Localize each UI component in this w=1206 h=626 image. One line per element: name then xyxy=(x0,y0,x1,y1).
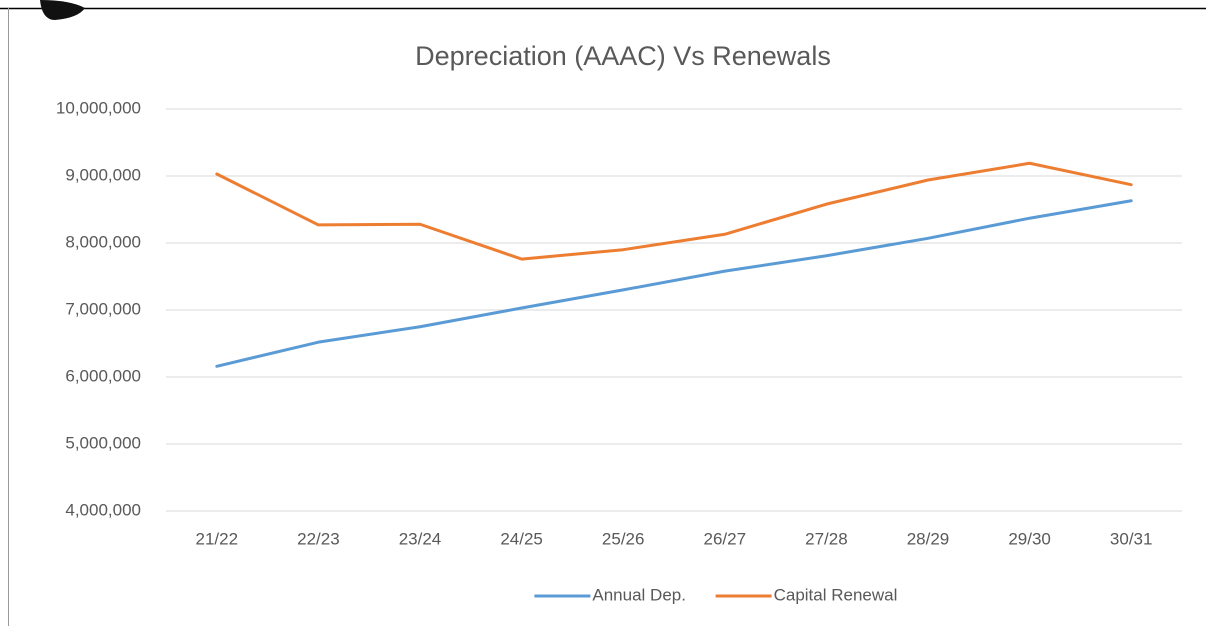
y-tick-label: 4,000,000 xyxy=(65,500,141,519)
x-tick-label: 21/22 xyxy=(196,529,239,548)
x-tick-label: 26/27 xyxy=(704,529,747,548)
x-tick-label: 30/31 xyxy=(1110,529,1153,548)
x-tick-label: 23/24 xyxy=(399,529,442,548)
y-tick-label: 10,000,000 xyxy=(56,98,141,117)
x-tick-label: 25/26 xyxy=(602,529,645,548)
x-tick-label: 28/29 xyxy=(907,529,950,548)
y-tick-label: 9,000,000 xyxy=(65,165,141,184)
data-line xyxy=(215,161,1133,261)
y-tick-label: 5,000,000 xyxy=(65,433,141,452)
chart-title: Depreciation (AAAC) Vs Renewals xyxy=(415,41,831,71)
y-tick-label: 8,000,000 xyxy=(65,232,141,251)
legend-label: Annual Dep. xyxy=(592,585,686,604)
x-tick-label: 29/30 xyxy=(1008,529,1051,548)
y-tick-label: 6,000,000 xyxy=(65,366,141,385)
data-line xyxy=(215,199,1133,368)
y-tick-label: 7,000,000 xyxy=(65,299,141,318)
x-tick-label: 27/28 xyxy=(805,529,848,548)
corner-icon xyxy=(40,0,85,20)
legend-label: Capital Renewal xyxy=(774,585,898,604)
x-tick-label: 24/25 xyxy=(500,529,543,548)
x-tick-label: 22/23 xyxy=(297,529,340,548)
